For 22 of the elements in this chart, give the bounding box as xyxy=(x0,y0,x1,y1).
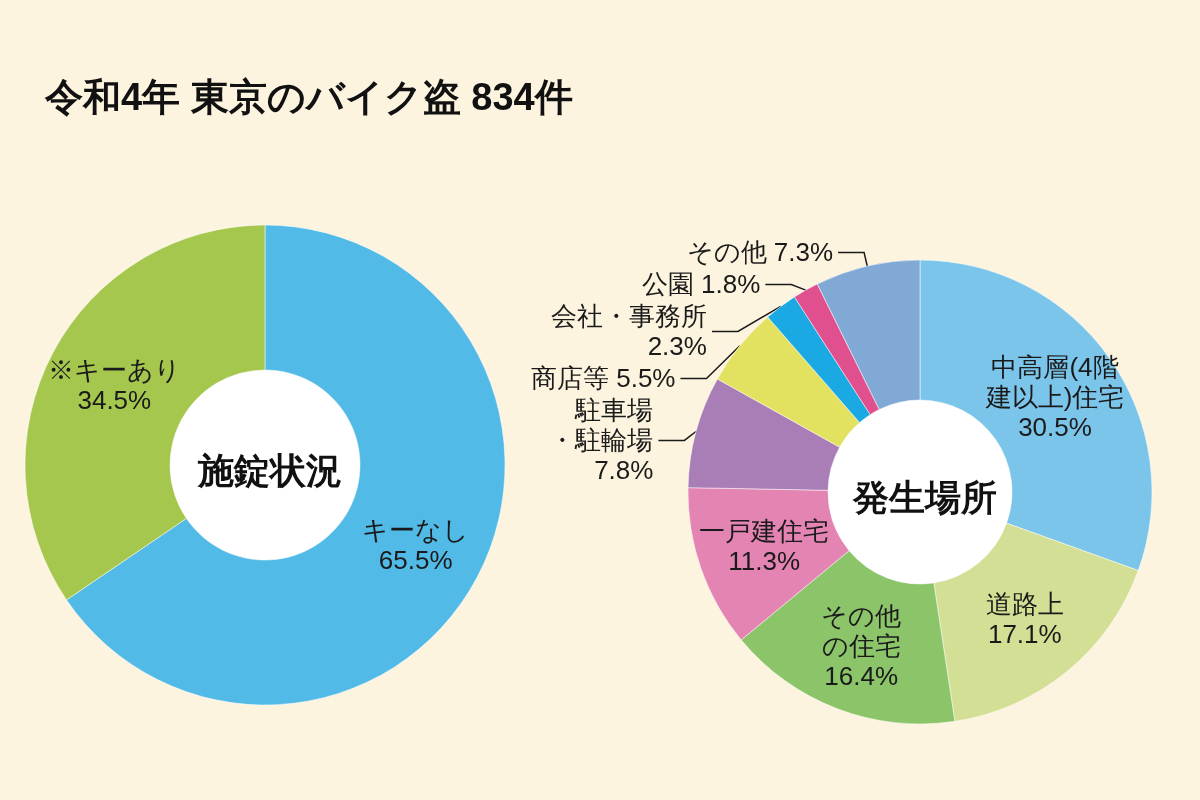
data-label: 16.4% xyxy=(824,661,899,692)
slice-label: 商店等 5.5% xyxy=(530,363,676,394)
slice-label: 公園 1.8% xyxy=(641,269,761,300)
slice-label: 駐車場・駐輪場 xyxy=(549,395,654,456)
slice-label: 道路上 xyxy=(985,589,1064,620)
text: 施錠状況 xyxy=(197,449,342,491)
data-label: 11.3% xyxy=(728,546,801,577)
slice-label: 中高層(4階建以上)住宅 xyxy=(984,352,1125,413)
data-label: 65.5% xyxy=(378,544,453,575)
data-label: 2.3% xyxy=(647,331,707,362)
data-label: 7.8% xyxy=(594,455,654,486)
slice-label: キーなし xyxy=(362,514,470,545)
chart-title: 令和4年 東京のバイク盗 834件 xyxy=(45,75,573,120)
slice-label: 一戸建住宅 xyxy=(699,516,830,547)
slice-label: 会社・事務所 xyxy=(550,301,707,332)
slice-label: その他の住宅 xyxy=(821,601,902,662)
data-label: 34.5% xyxy=(77,385,152,416)
data-label: 17.1% xyxy=(987,619,1062,650)
text: 発生場所 xyxy=(852,476,997,518)
data-label: 30.5% xyxy=(1018,412,1092,443)
category-label: その他 7.3% xyxy=(686,237,834,268)
slice-label: ※キーあり xyxy=(47,355,181,386)
